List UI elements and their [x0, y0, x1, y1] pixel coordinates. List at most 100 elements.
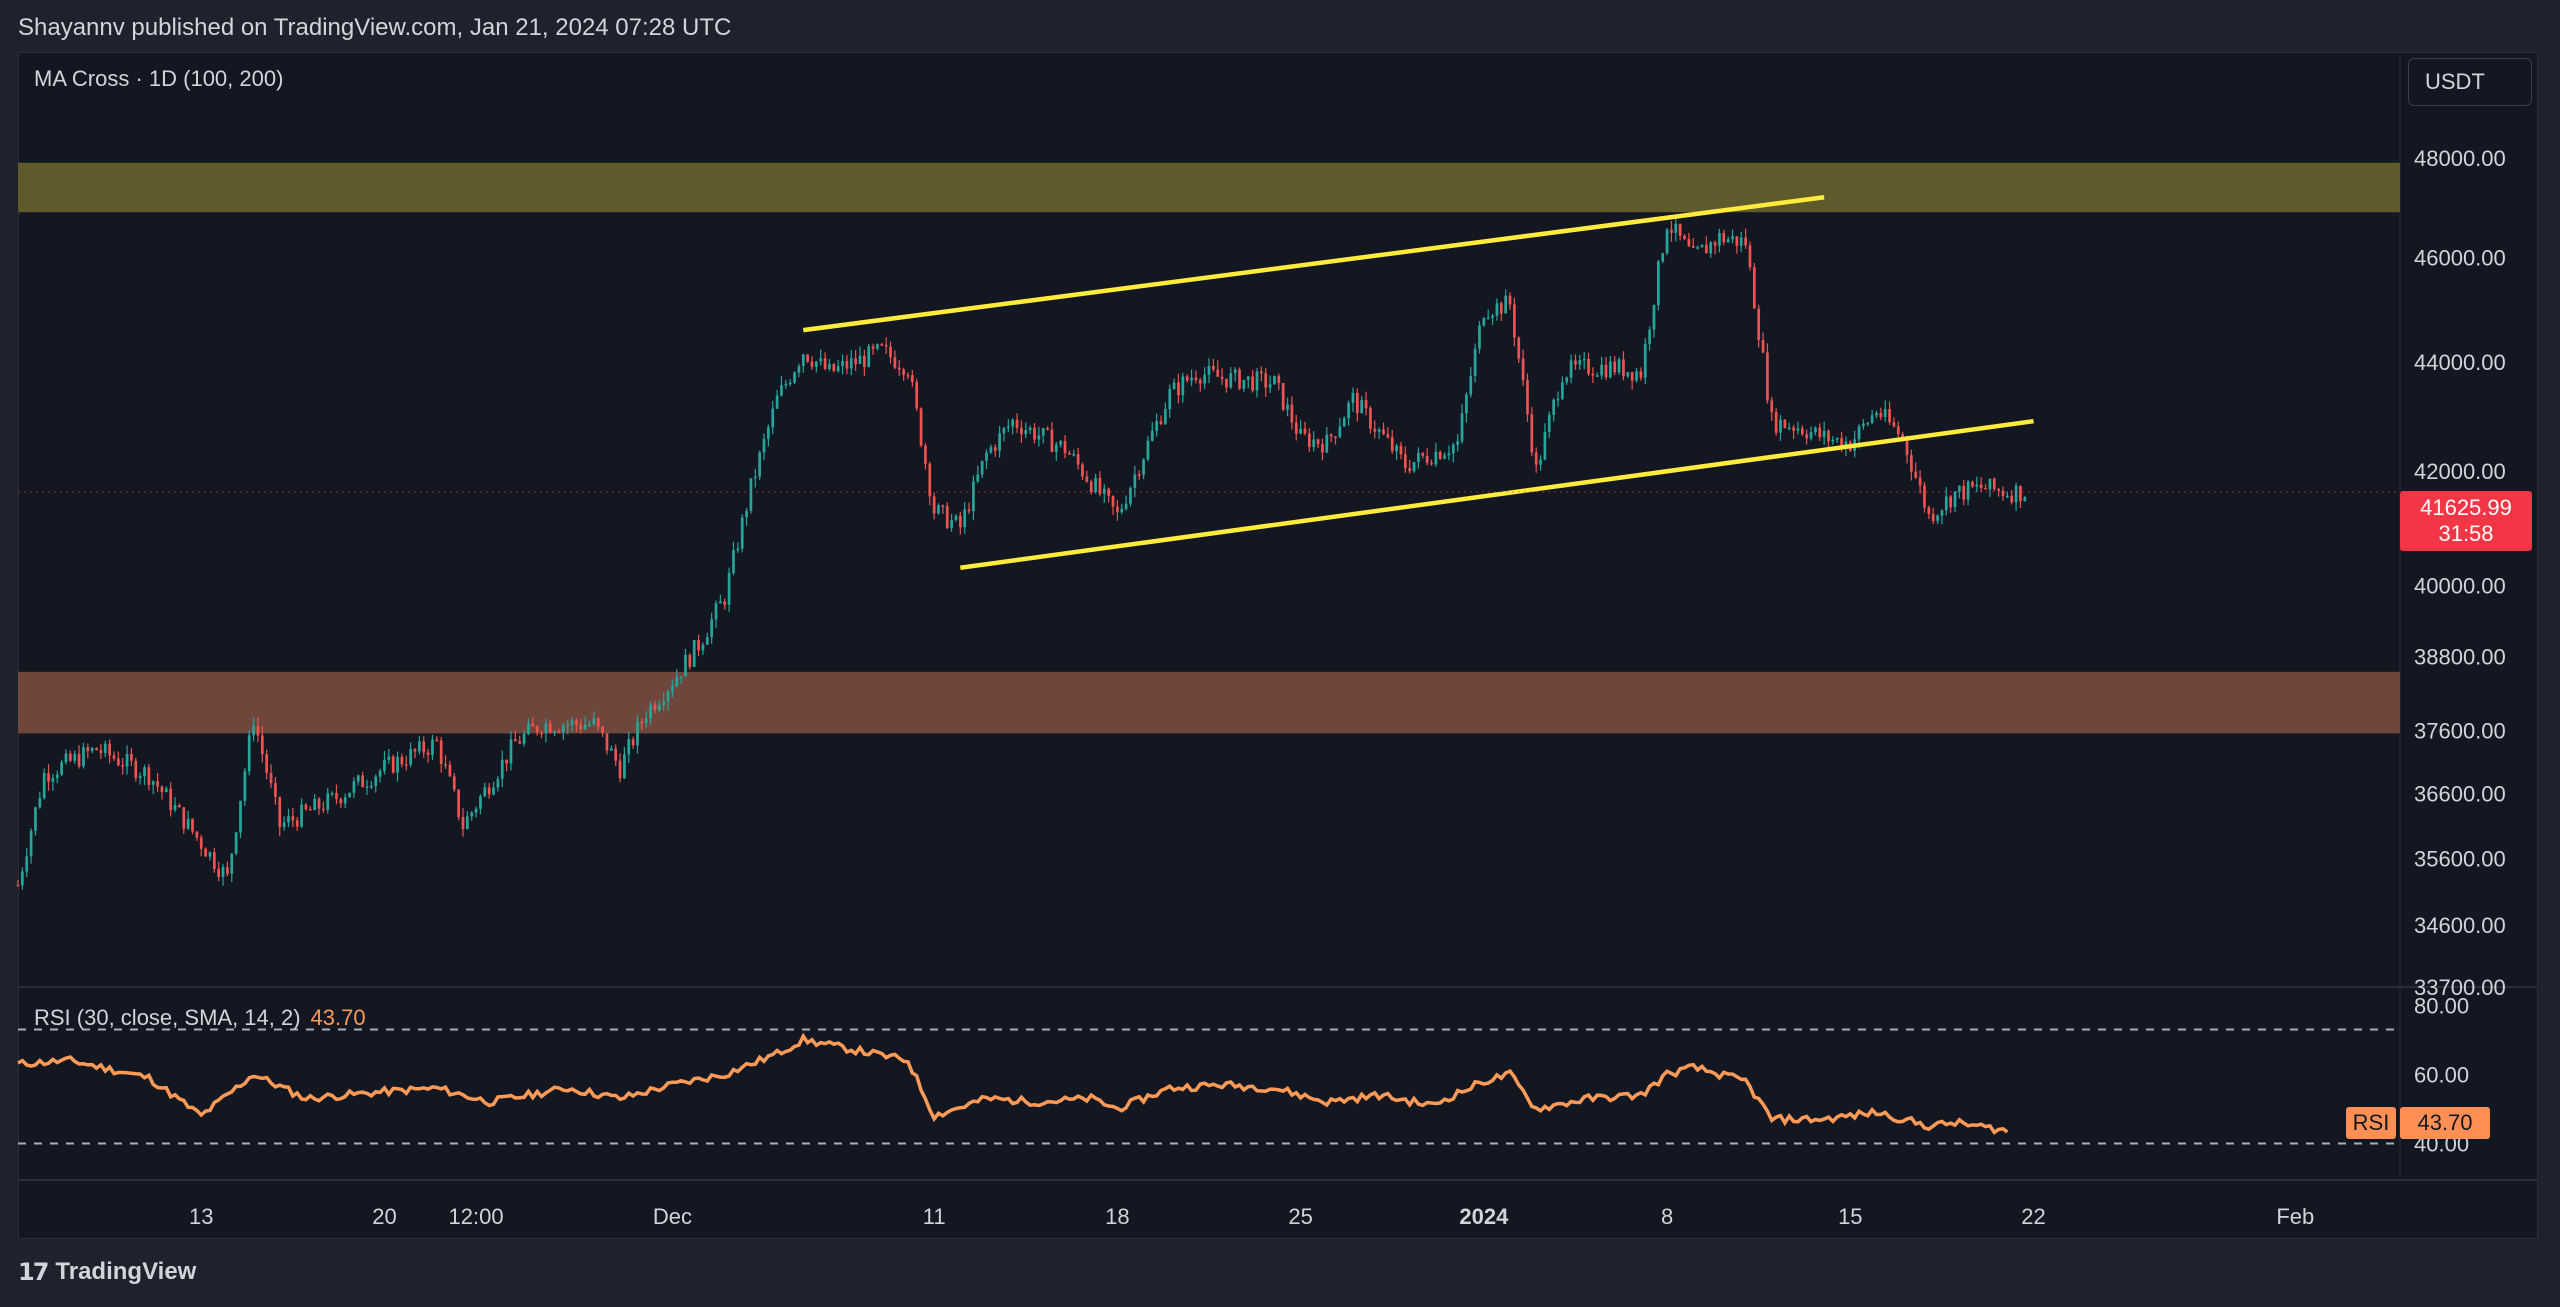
candle-body [1648, 329, 1651, 344]
candle-body [1691, 246, 1695, 248]
candle-body [1159, 421, 1163, 424]
rsi-legend[interactable]: RSI (30, close, SMA, 14, 2) 43.70 [34, 1005, 366, 1031]
candle-body [1238, 369, 1241, 389]
candle-body [509, 739, 513, 764]
candle-body [1818, 427, 1822, 438]
candle-body [566, 724, 570, 727]
candle-body [1582, 358, 1586, 361]
candle-body [1796, 428, 1800, 431]
candle-body [893, 357, 897, 368]
candle-body [1447, 453, 1451, 456]
candle-body [396, 756, 399, 773]
rsi-legend-value: 43.70 [310, 1005, 366, 1030]
candle-body [623, 754, 626, 779]
candle-body [387, 756, 391, 760]
candle-body [1369, 408, 1372, 429]
candle-body [1164, 409, 1167, 424]
candle-body [910, 375, 914, 382]
candle-body [1076, 454, 1080, 465]
candle-body [60, 762, 63, 775]
candle-body [326, 793, 330, 810]
candle-body [1421, 452, 1425, 457]
candle-body [1037, 435, 1041, 440]
candle-body [308, 809, 312, 811]
candle-body [452, 776, 456, 790]
candle-body [1761, 340, 1765, 353]
candle-body [1953, 491, 1957, 508]
chart-frame [18, 52, 2538, 1239]
candle-body [1033, 427, 1036, 440]
candle-body [1643, 343, 1647, 378]
candle-body [1473, 348, 1477, 376]
candle-body [919, 408, 923, 446]
candle-body [801, 354, 805, 367]
candle-body [260, 735, 264, 755]
candle-body [300, 804, 303, 827]
candle-body [1722, 233, 1726, 243]
time-tick-label: 2024 [1459, 1204, 1509, 1229]
candle-body [1687, 239, 1691, 247]
candle-body [25, 856, 29, 872]
candle-body [16, 884, 20, 887]
candle-body [1465, 394, 1468, 414]
candle-body [1713, 242, 1717, 246]
candle-body [77, 753, 81, 767]
candle-body [1146, 440, 1150, 460]
tradingview-brand[interactable]: 17 TradingView [18, 1258, 196, 1286]
candle-body [1155, 421, 1159, 431]
candle-body [500, 759, 504, 779]
candle-body [1565, 377, 1569, 383]
candle-body [1172, 382, 1176, 390]
main-legend[interactable]: MA Cross · 1D (100, 200) [34, 66, 284, 91]
candle-body [950, 520, 953, 528]
candle-body [1800, 428, 1804, 435]
candle-body [1216, 369, 1220, 377]
candle-body [256, 725, 260, 736]
currency-button[interactable]: USDT [2408, 58, 2532, 106]
candle-body [1011, 419, 1015, 427]
candle-body [985, 452, 988, 461]
time-tick-label: Feb [2276, 1204, 2314, 1229]
candle-body [1495, 303, 1499, 316]
candle-body [915, 381, 919, 409]
candle-body [1281, 383, 1285, 410]
candle-body [295, 820, 299, 827]
candle-body [426, 752, 430, 755]
candle-body [143, 767, 146, 777]
candle-body [1609, 361, 1612, 378]
candle-body [1342, 418, 1346, 427]
price-tick-label: 38800.00 [2414, 645, 2506, 670]
candle-body [282, 822, 286, 827]
candle-body [614, 748, 618, 761]
candle-body [95, 747, 98, 751]
candle-body [1059, 440, 1063, 445]
candle-body [147, 767, 151, 785]
candle-body [1499, 303, 1503, 314]
candle-body [1486, 317, 1490, 320]
candle-body [732, 550, 735, 573]
candle-body [1006, 426, 1010, 429]
candle-body [1377, 429, 1381, 432]
rsi-tag-value: 43.70 [2400, 1107, 2490, 1139]
candle-body [1526, 380, 1529, 415]
candle-body [871, 346, 875, 349]
candle-body [90, 747, 94, 752]
candle-body [496, 778, 500, 788]
candle-body [945, 506, 949, 528]
candle-body [487, 787, 491, 795]
candle-body [1923, 485, 1926, 508]
candle-body [383, 759, 386, 771]
candle-body [535, 726, 539, 733]
price-tick-label: 40000.00 [2414, 573, 2506, 598]
candle-body [1805, 434, 1809, 439]
candle-body [86, 747, 90, 752]
candle-body [1962, 485, 1966, 500]
candle-body [797, 366, 801, 373]
candle-body [1181, 376, 1185, 396]
candle-body [1508, 295, 1512, 305]
candle-body [1617, 359, 1621, 373]
candle-body [819, 358, 823, 362]
candle-body [1517, 337, 1521, 359]
candle-body [1700, 244, 1704, 248]
